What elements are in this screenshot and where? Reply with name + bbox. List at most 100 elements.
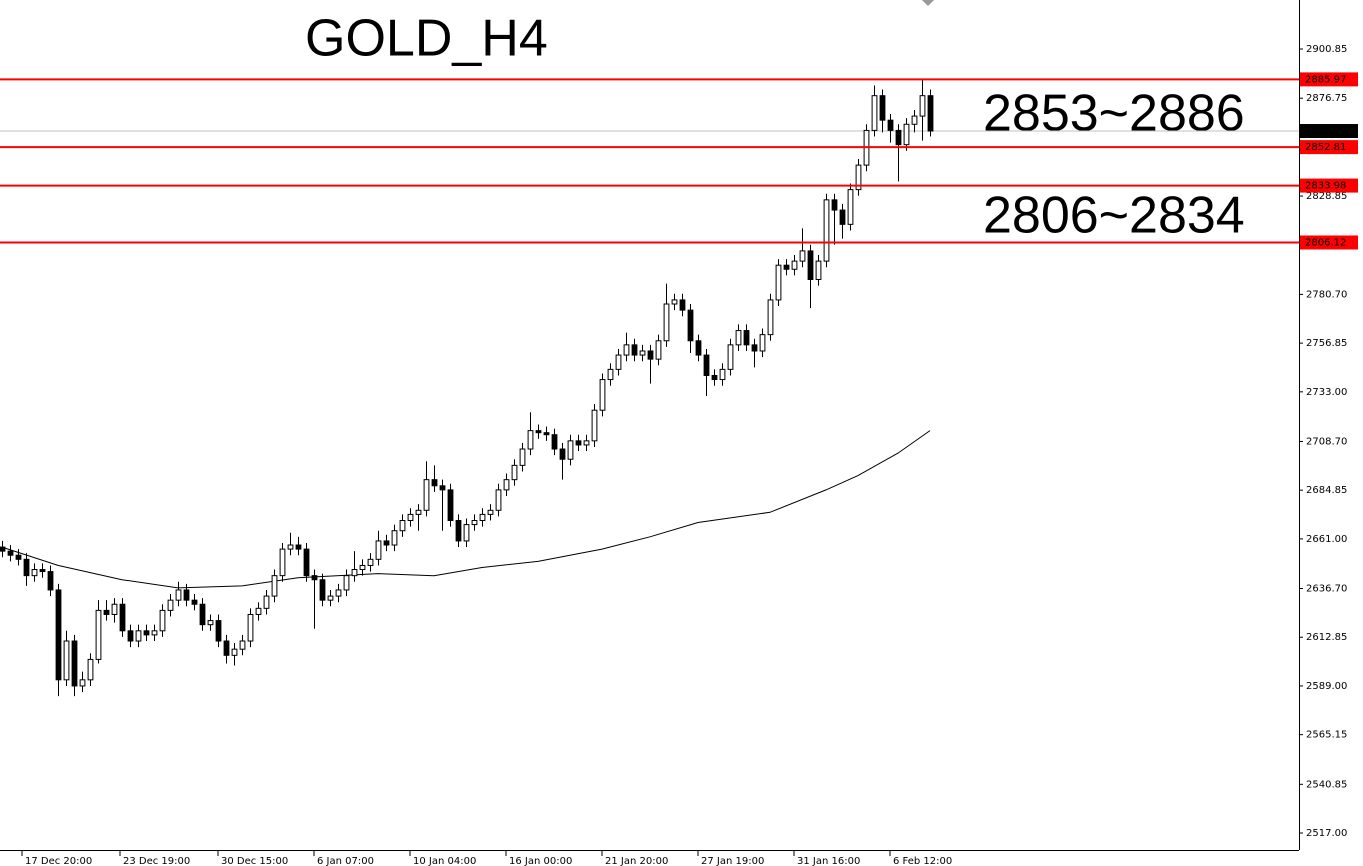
candle-body <box>223 640 230 656</box>
candle-body <box>135 630 142 642</box>
current-price-label: 2860.69 <box>1305 126 1346 137</box>
candle-body <box>479 513 486 522</box>
candle-body <box>527 430 534 450</box>
candle-body <box>847 189 854 225</box>
candle-body <box>287 544 294 550</box>
x-tick-label: 6 Jan 07:00 <box>317 856 374 866</box>
candle-body <box>535 430 542 434</box>
candle-body <box>791 260 798 270</box>
candle-body <box>799 250 806 262</box>
candle-body <box>719 368 726 381</box>
candle-body <box>47 571 54 591</box>
x-tick-label: 16 Jan 00:00 <box>509 856 572 866</box>
candle-body <box>255 607 262 615</box>
candle-body <box>7 550 14 556</box>
candle-body <box>239 640 246 650</box>
candle-body <box>87 658 94 681</box>
x-tick-label: 21 Jan 20:00 <box>605 856 668 866</box>
candle-body <box>503 479 510 491</box>
candle-body <box>231 648 238 656</box>
candle-body <box>471 520 478 526</box>
level-label: 2833.98 <box>1305 181 1346 192</box>
candle-body <box>439 485 446 491</box>
candle-body <box>167 599 174 611</box>
y-tick-label: 2733.00 <box>1306 387 1347 398</box>
candle-body <box>823 199 830 262</box>
candle-body <box>431 479 438 487</box>
x-tick-label: 27 Jan 19:00 <box>701 856 764 866</box>
level-label-box <box>1300 178 1358 193</box>
candle-body <box>119 603 126 632</box>
candle-body <box>351 569 358 577</box>
candle-body <box>487 509 494 515</box>
candle-body <box>103 609 110 615</box>
candle-body <box>839 209 846 225</box>
annotation: 2853~2886 <box>983 85 1245 143</box>
candle-body <box>359 564 366 571</box>
moving-average <box>1 430 931 589</box>
candle-body <box>23 558 30 577</box>
candle-body <box>247 613 254 642</box>
candle-body <box>695 340 702 356</box>
candle-body <box>495 489 502 511</box>
candle-body <box>127 630 134 642</box>
candle-body <box>927 95 934 132</box>
candle-body <box>831 199 838 211</box>
candle-body <box>903 123 910 146</box>
candle-body <box>367 558 374 566</box>
y-tick-label: 2756.85 <box>1306 338 1347 349</box>
candle-body <box>543 432 550 436</box>
candle-body <box>295 544 302 550</box>
candle-body <box>215 620 222 642</box>
x-tick-label: 30 Dec 15:00 <box>221 856 288 866</box>
y-tick-label: 2684.85 <box>1306 485 1347 496</box>
shift-marker <box>922 0 934 6</box>
y-tick-label: 2589.00 <box>1306 681 1347 692</box>
candle-body <box>807 250 814 280</box>
level-label-box <box>1300 235 1358 250</box>
candle-body <box>39 569 46 573</box>
candle-body <box>335 589 342 597</box>
candle-body <box>311 575 318 581</box>
candle-body <box>767 299 774 336</box>
candle-body <box>711 374 718 381</box>
candle-body <box>199 603 206 626</box>
candle-body <box>159 609 166 632</box>
candle-body <box>663 303 670 342</box>
candle-body <box>751 344 758 352</box>
candle-body <box>263 595 270 609</box>
candle-body <box>79 679 86 687</box>
candle-body <box>647 350 654 360</box>
candle-body <box>783 264 790 270</box>
candle-body <box>919 95 926 117</box>
candle-body <box>383 540 390 546</box>
candle-body <box>183 589 190 601</box>
candle-body <box>15 554 22 560</box>
y-tick-label: 2828.85 <box>1306 191 1347 202</box>
y-tick-label: 2540.85 <box>1306 779 1347 790</box>
candle-body <box>519 448 526 466</box>
candle-body <box>567 440 574 460</box>
candle-body <box>671 299 678 305</box>
candle-body <box>575 440 582 446</box>
candle-body <box>143 630 150 636</box>
candle-body <box>271 575 278 597</box>
candle-body <box>727 344 734 370</box>
candle-body <box>735 330 742 346</box>
y-tick-label: 2876.75 <box>1306 93 1347 104</box>
candle-body <box>743 330 750 346</box>
candle-body <box>343 575 350 591</box>
candle-body <box>399 520 406 532</box>
candle-body <box>607 368 614 381</box>
x-tick-label: 10 Jan 04:00 <box>413 856 476 866</box>
level-label-box <box>1300 72 1358 87</box>
candle-body <box>591 409 598 442</box>
candle-body <box>815 260 822 280</box>
candle-body <box>511 464 518 481</box>
candle-body <box>879 95 886 121</box>
candle-body <box>759 334 766 352</box>
candle-body <box>175 589 182 601</box>
candle-body <box>871 95 878 131</box>
